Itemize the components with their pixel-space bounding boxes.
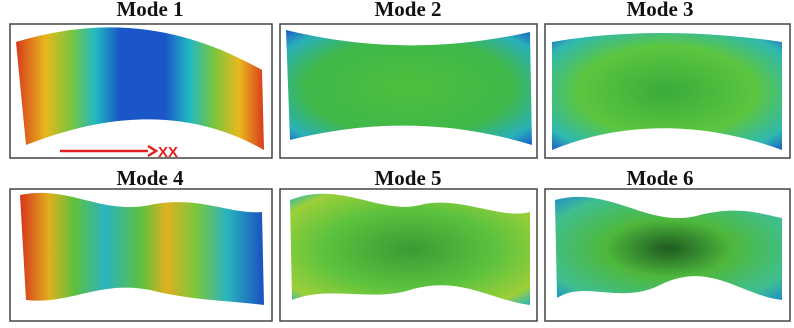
figure: Mode 1 Mode 2 Mode 3 Mode 4 Mode 5 Mode …: [0, 0, 794, 323]
mode-shape: [20, 193, 264, 305]
panel-title: Mode 1: [116, 0, 183, 21]
panel-title: Mode 3: [626, 0, 693, 21]
panel-title: Mode 4: [116, 166, 184, 190]
panel-title: Mode 6: [626, 166, 693, 190]
axis-label: XX: [158, 144, 178, 161]
panel-title: Mode 2: [374, 0, 441, 21]
panel-title: Mode 5: [374, 166, 441, 190]
